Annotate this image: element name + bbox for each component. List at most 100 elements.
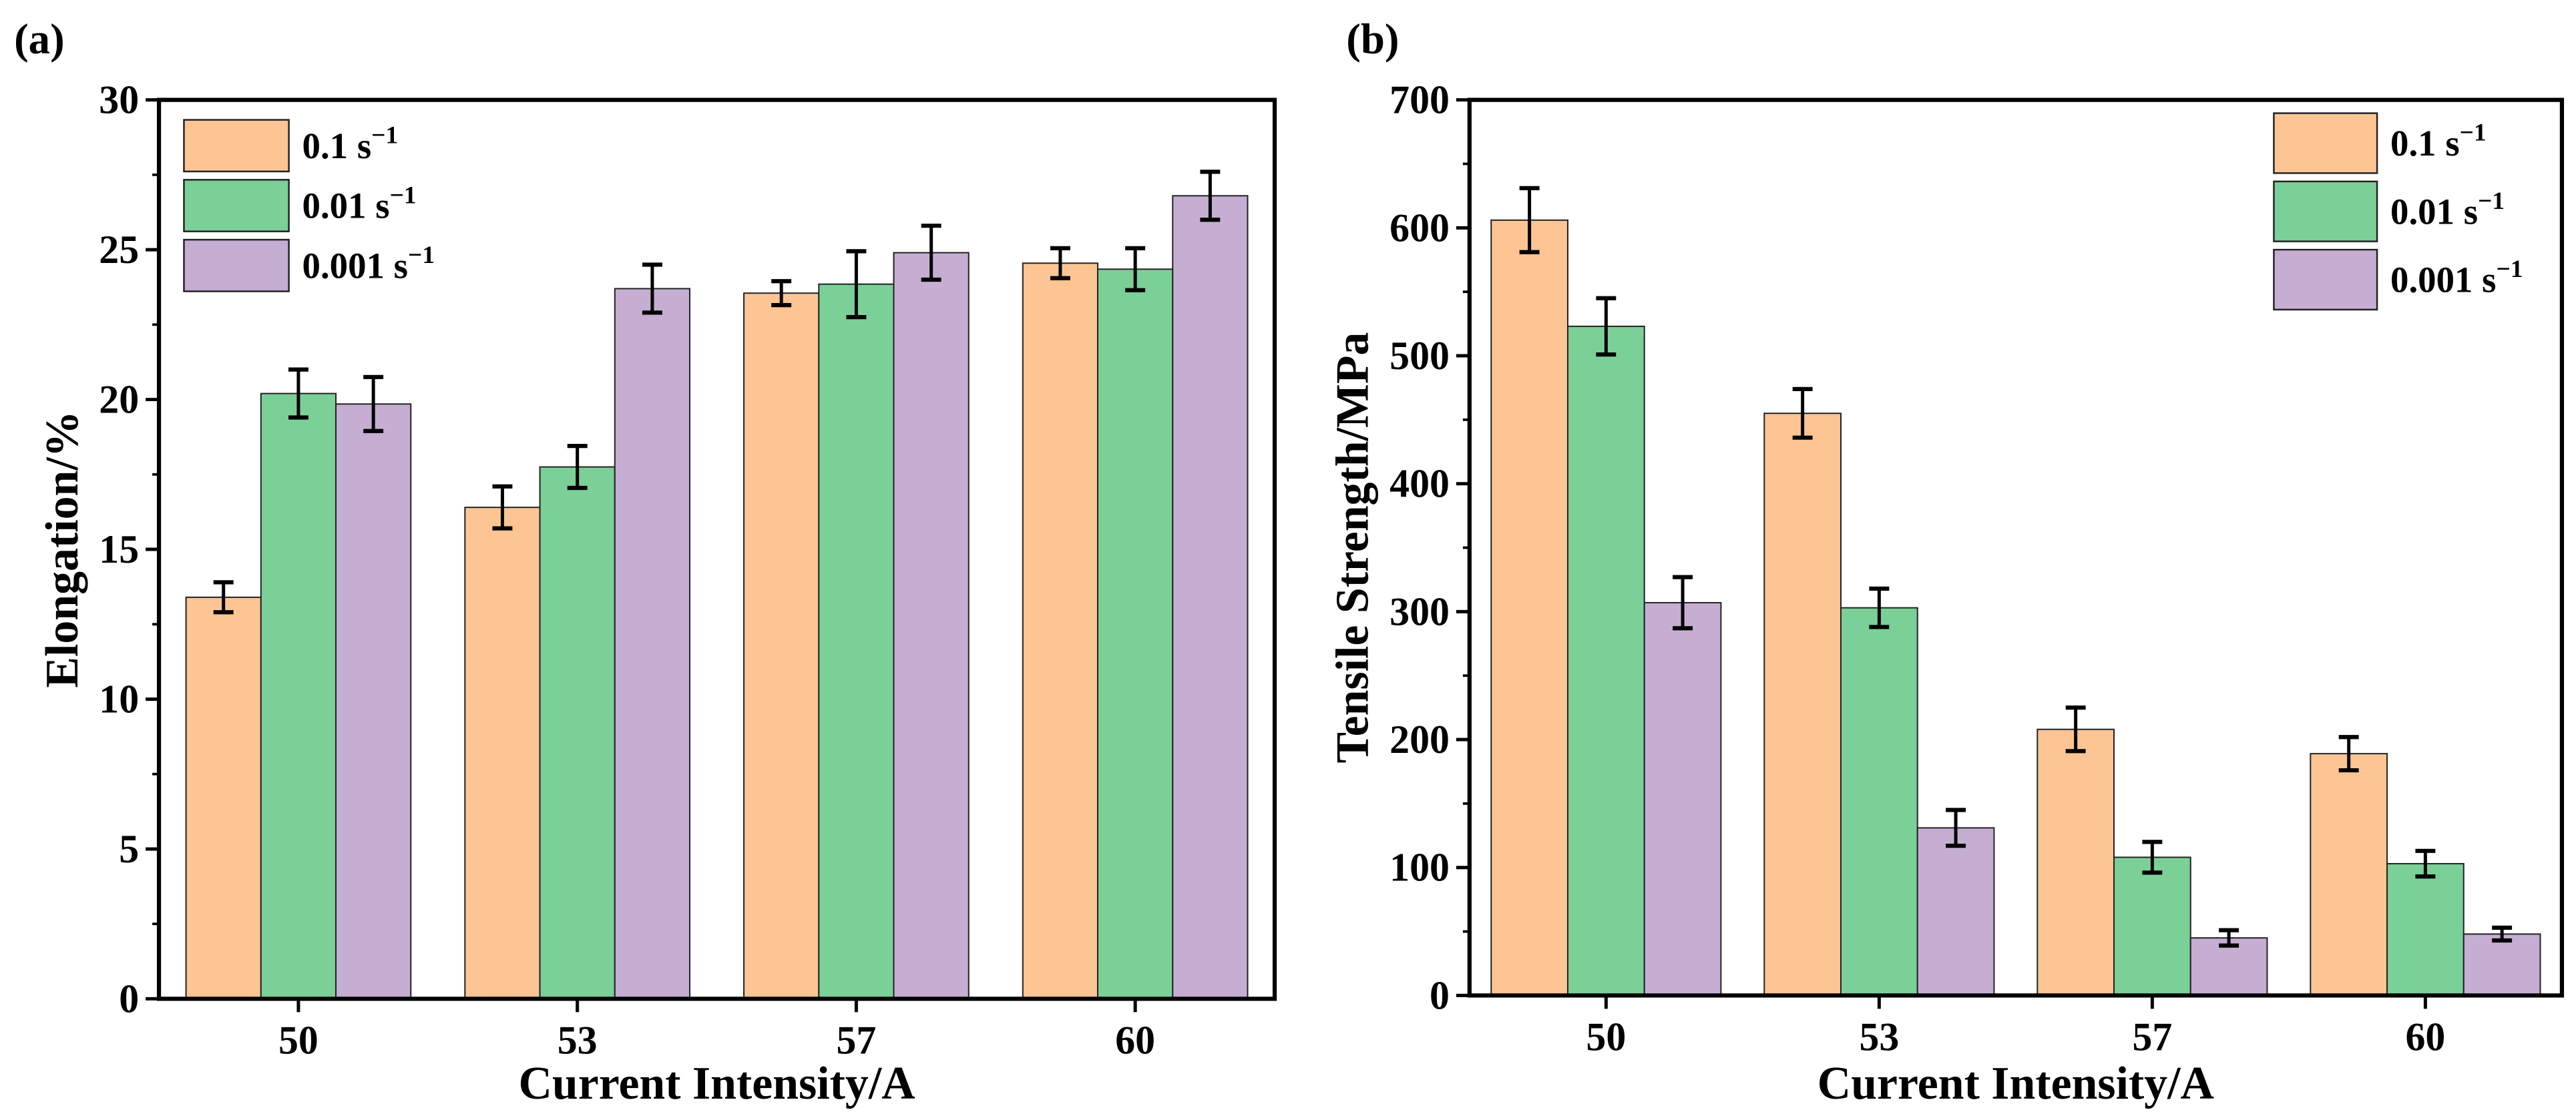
y-tick-label: 0: [119, 977, 139, 1021]
bar: [614, 288, 691, 1000]
x-tick-label: 57: [2132, 1015, 2172, 1059]
bar: [1172, 195, 1249, 1000]
legend-label-text: 0.1 s: [2390, 123, 2460, 164]
bar: [1097, 268, 1174, 1000]
legend-label-superscript: −1: [2478, 188, 2505, 215]
bar: [2386, 862, 2464, 997]
bar: [1916, 827, 1995, 997]
bar: [1490, 219, 1568, 997]
error-bar: [642, 262, 662, 315]
y-axis-label: Elongation/%: [37, 410, 88, 687]
legend-label: 0.1 s−1: [302, 121, 399, 166]
bar: [335, 403, 412, 1000]
bar: [260, 392, 337, 1000]
panel-label: (a): [14, 15, 65, 63]
y-tick-label: 400: [1389, 462, 1450, 506]
error-bar: [288, 367, 308, 420]
legend-label-text: 0.01 s: [302, 186, 390, 226]
error-bar: [1125, 246, 1146, 292]
x-axis-label: Current Intensity/A: [518, 1058, 915, 1109]
x-tick-label: 50: [278, 1019, 318, 1063]
plot-frame: [1467, 97, 2565, 998]
legend-swatch: [2273, 180, 2378, 242]
legend-label-text: 0.01 s: [2390, 191, 2478, 232]
x-tick-label: 53: [558, 1019, 598, 1063]
bar: [743, 292, 820, 1000]
bar: [1643, 601, 1722, 997]
x-tick-label: 60: [2405, 1015, 2445, 1059]
error-bar: [1596, 296, 1617, 357]
legend-label-superscript: −1: [371, 121, 398, 149]
legend-label-text: 0.1 s: [302, 125, 372, 166]
x-tick-label: 57: [837, 1019, 877, 1063]
error-bar: [921, 224, 941, 282]
legend-label: 0.1 s−1: [2390, 119, 2487, 164]
legend-swatch: [183, 179, 290, 232]
y-tick-label: 600: [1389, 206, 1450, 250]
y-tick-label: 100: [1389, 846, 1450, 890]
error-bar: [1050, 246, 1070, 280]
x-tick-label: 60: [1115, 1019, 1155, 1063]
x-tick-label: 50: [1586, 1015, 1626, 1059]
y-tick-label: 500: [1389, 334, 1450, 378]
error-bar: [1946, 808, 1966, 848]
error-bar: [2219, 928, 2239, 948]
bar: [1840, 607, 1918, 997]
bar: [1566, 325, 1645, 997]
error-bar: [2415, 848, 2436, 879]
legend-label-text: 0.001 s: [2390, 260, 2497, 300]
bar: [2036, 728, 2115, 997]
bar: [818, 283, 895, 1000]
panel-label: (b): [1346, 15, 1399, 63]
legend-swatch: [2273, 248, 2378, 311]
error-bar: [846, 249, 867, 320]
legend: 0.1 s−10.01 s−10.001 s−1: [2273, 112, 2523, 311]
error-bar: [771, 279, 792, 308]
error-bar: [567, 444, 588, 491]
legend-label-text: 0.001 s: [302, 246, 409, 286]
x-tick-label: 53: [1859, 1015, 1899, 1059]
y-tick-label: 25: [99, 228, 139, 272]
error-bar: [1869, 586, 1890, 629]
error-bar: [492, 484, 513, 531]
bar: [1022, 262, 1099, 1000]
legend-swatch: [183, 238, 290, 292]
error-bar: [2065, 706, 2086, 754]
legend-swatch: [183, 119, 290, 173]
chart-a: (a) 0 5 10 15 20 25 30 50 53 57 60 Current Intensity…: [14, 15, 1277, 1109]
bar: [539, 466, 616, 1000]
legend-label: 0.001 s−1: [2390, 256, 2523, 300]
bar: [464, 507, 541, 1000]
bar: [893, 252, 970, 1000]
y-tick-label: 30: [99, 78, 139, 122]
y-tick-label: 0: [1430, 973, 1450, 1017]
error-bar: [213, 580, 234, 615]
error-bar: [2492, 925, 2513, 943]
bar: [2462, 933, 2541, 997]
bar: [185, 596, 262, 1000]
y-tick-label: 5: [119, 827, 139, 871]
legend-label-superscript: −1: [390, 182, 417, 209]
legend-label: 0.01 s−1: [2390, 188, 2505, 232]
y-tick-label: 700: [1389, 78, 1450, 122]
legend-label: 0.01 s−1: [302, 182, 417, 226]
error-bar: [2142, 840, 2163, 875]
error-bar: [1519, 186, 1540, 254]
bar: [2189, 937, 2268, 997]
error-bar: [1200, 170, 1221, 222]
error-bar: [2338, 735, 2359, 773]
bar: [2310, 753, 2388, 997]
x-axis-label: Current Intensity/A: [1817, 1058, 2214, 1109]
error-bar: [1792, 386, 1813, 440]
y-tick-label: 15: [99, 527, 139, 571]
legend: 0.1 s−10.01 s−10.001 s−1: [183, 119, 435, 292]
error-bar: [1673, 575, 1693, 631]
y-tick-label: 300: [1389, 589, 1450, 633]
bar: [2113, 856, 2191, 997]
legend-swatch: [2273, 112, 2378, 174]
y-axis-label: Tensile Strength/MPa: [1327, 332, 1379, 764]
legend-label: 0.001 s−1: [302, 242, 435, 286]
y-tick-label: 10: [99, 677, 139, 721]
legend-label-superscript: −1: [2460, 119, 2487, 147]
